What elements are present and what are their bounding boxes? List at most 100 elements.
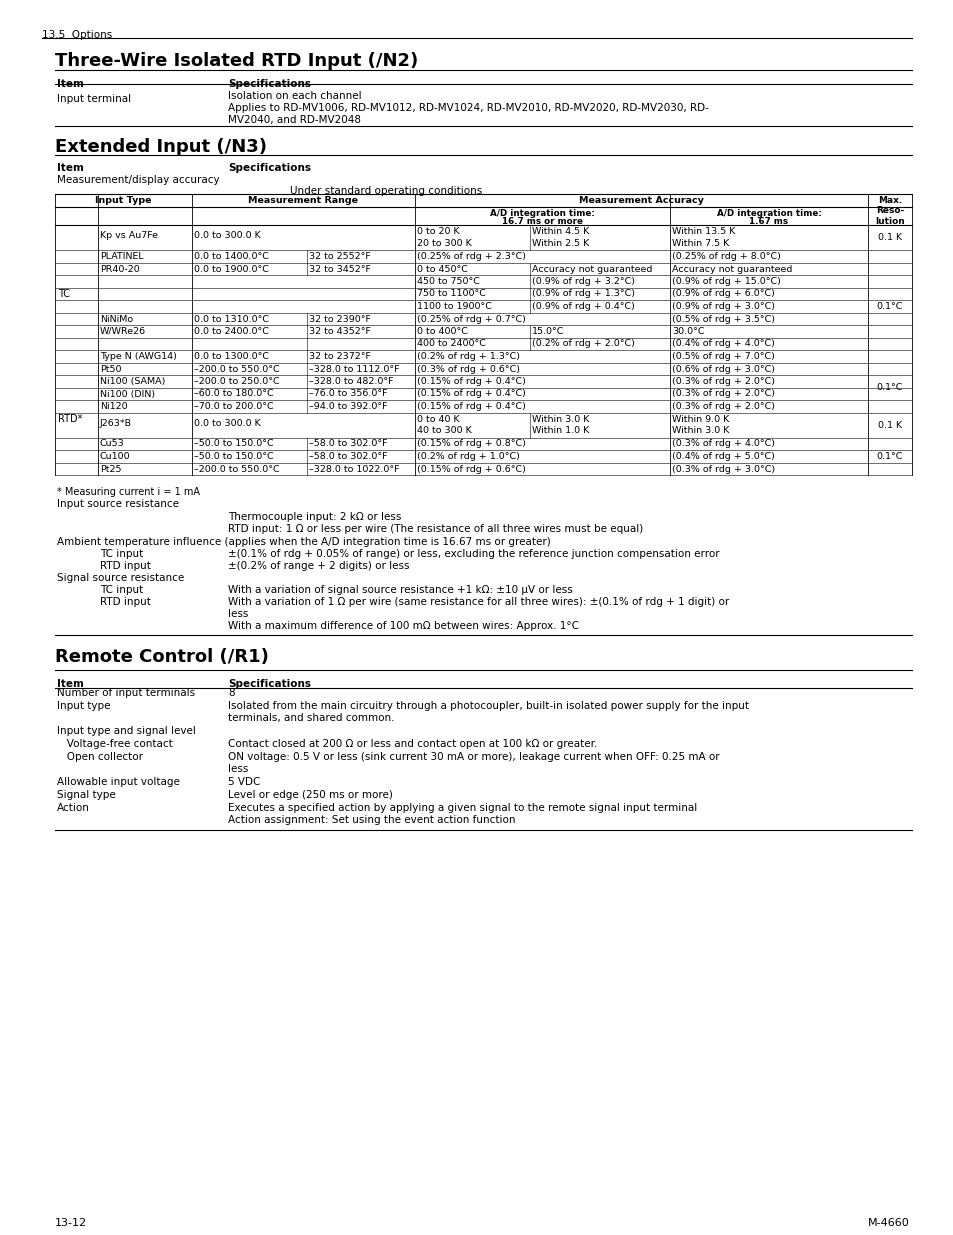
- Text: Contact closed at 200 Ω or less and contact open at 100 kΩ or greater.: Contact closed at 200 Ω or less and cont…: [228, 739, 597, 748]
- Text: (0.3% of rdg + 0.6°C): (0.3% of rdg + 0.6°C): [416, 364, 519, 373]
- Text: (0.15% of rdg + 0.6°C): (0.15% of rdg + 0.6°C): [416, 464, 525, 473]
- Text: Within 3.0 K: Within 3.0 K: [671, 426, 729, 435]
- Text: (0.25% of rdg + 2.3°C): (0.25% of rdg + 2.3°C): [416, 252, 525, 261]
- Text: Item: Item: [57, 163, 84, 173]
- Text: –58.0 to 302.0°F: –58.0 to 302.0°F: [309, 452, 387, 461]
- Text: (0.3% of rdg + 2.0°C): (0.3% of rdg + 2.0°C): [671, 377, 774, 387]
- Text: 0.0 to 1300.0°C: 0.0 to 1300.0°C: [193, 352, 269, 361]
- Text: Isolated from the main circuitry through a photocoupler, built-in isolated power: Isolated from the main circuitry through…: [228, 701, 748, 711]
- Text: –70.0 to 200.0°C: –70.0 to 200.0°C: [193, 403, 274, 411]
- Text: –50.0 to 150.0°C: –50.0 to 150.0°C: [193, 452, 274, 461]
- Text: 0.0 to 2400.0°C: 0.0 to 2400.0°C: [193, 327, 269, 336]
- Text: (0.3% of rdg + 2.0°C): (0.3% of rdg + 2.0°C): [671, 389, 774, 399]
- Text: less: less: [228, 764, 248, 774]
- Text: Remote Control (/R1): Remote Control (/R1): [55, 648, 269, 666]
- Text: 450 to 750°C: 450 to 750°C: [416, 277, 479, 287]
- Text: 0.0 to 300.0 K: 0.0 to 300.0 K: [193, 231, 260, 240]
- Text: (0.5% of rdg + 7.0°C): (0.5% of rdg + 7.0°C): [671, 352, 774, 361]
- Text: Isolation on each channel: Isolation on each channel: [228, 91, 361, 101]
- Text: Level or edge (250 ms or more): Level or edge (250 ms or more): [228, 790, 393, 800]
- Text: Thermocouple input: 2 kΩ or less: Thermocouple input: 2 kΩ or less: [228, 513, 401, 522]
- Text: Accuracy not guaranteed: Accuracy not guaranteed: [532, 264, 652, 273]
- Text: Measurement Accuracy: Measurement Accuracy: [578, 196, 702, 205]
- Text: Within 9.0 K: Within 9.0 K: [671, 415, 728, 424]
- Text: Voltage-free contact: Voltage-free contact: [57, 739, 172, 748]
- Text: 0.0 to 1310.0°C: 0.0 to 1310.0°C: [193, 315, 269, 324]
- Text: Pt50: Pt50: [100, 364, 121, 373]
- Text: –94.0 to 392.0°F: –94.0 to 392.0°F: [309, 403, 387, 411]
- Text: Within 13.5 K: Within 13.5 K: [671, 227, 735, 236]
- Text: 0 to 450°C: 0 to 450°C: [416, 264, 467, 273]
- Text: (0.2% of rdg + 1.3°C): (0.2% of rdg + 1.3°C): [416, 352, 519, 361]
- Text: 30.0°C: 30.0°C: [671, 327, 703, 336]
- Text: 0.1°C: 0.1°C: [876, 301, 902, 311]
- Text: 0.0 to 1900.0°C: 0.0 to 1900.0°C: [193, 264, 269, 273]
- Text: Within 2.5 K: Within 2.5 K: [532, 238, 589, 247]
- Text: 400 to 2400°C: 400 to 2400°C: [416, 340, 485, 348]
- Text: Three-Wire Isolated RTD Input (/N2): Three-Wire Isolated RTD Input (/N2): [55, 52, 417, 70]
- Text: (0.15% of rdg + 0.4°C): (0.15% of rdg + 0.4°C): [416, 377, 525, 387]
- Text: 32 to 2372°F: 32 to 2372°F: [309, 352, 371, 361]
- Text: (0.15% of rdg + 0.4°C): (0.15% of rdg + 0.4°C): [416, 403, 525, 411]
- Text: Type N (AWG14): Type N (AWG14): [100, 352, 176, 361]
- Text: Action assignment: Set using the event action function: Action assignment: Set using the event a…: [228, 815, 515, 825]
- Text: –58.0 to 302.0°F: –58.0 to 302.0°F: [309, 440, 387, 448]
- Text: 0 to 400°C: 0 to 400°C: [416, 327, 467, 336]
- Text: 32 to 2552°F: 32 to 2552°F: [309, 252, 371, 261]
- Text: ±(0.1% of rdg + 0.05% of range) or less, excluding the reference junction compen: ±(0.1% of rdg + 0.05% of range) or less,…: [228, 550, 719, 559]
- Text: 13.5  Options: 13.5 Options: [42, 30, 112, 40]
- Text: (0.9% of rdg + 0.4°C): (0.9% of rdg + 0.4°C): [532, 303, 634, 311]
- Text: RTD input: RTD input: [100, 561, 151, 571]
- Text: 32 to 3452°F: 32 to 3452°F: [309, 264, 371, 273]
- Text: PR40-20: PR40-20: [100, 264, 139, 273]
- Text: Allowable input voltage: Allowable input voltage: [57, 777, 180, 787]
- Text: Cu100: Cu100: [100, 452, 131, 461]
- Text: Item: Item: [57, 79, 84, 89]
- Text: A/D integration time:: A/D integration time:: [716, 209, 821, 219]
- Text: Measurement/display accuracy: Measurement/display accuracy: [57, 175, 219, 185]
- Text: 1100 to 1900°C: 1100 to 1900°C: [416, 303, 492, 311]
- Text: –200.0 to 550.0°C: –200.0 to 550.0°C: [193, 364, 279, 373]
- Text: Input type: Input type: [57, 701, 111, 711]
- Text: –328.0 to 1112.0°F: –328.0 to 1112.0°F: [309, 364, 399, 373]
- Text: 0.1 K: 0.1 K: [877, 233, 902, 242]
- Text: ON voltage: 0.5 V or less (sink current 30 mA or more), leakage current when OFF: ON voltage: 0.5 V or less (sink current …: [228, 752, 719, 762]
- Text: Pt25: Pt25: [100, 464, 121, 473]
- Text: (0.9% of rdg + 3.2°C): (0.9% of rdg + 3.2°C): [532, 277, 635, 287]
- Text: (0.3% of rdg + 4.0°C): (0.3% of rdg + 4.0°C): [671, 440, 774, 448]
- Text: 13-12: 13-12: [55, 1218, 87, 1228]
- Text: TC input: TC input: [100, 585, 143, 595]
- Text: * Measuring current i = 1 mA: * Measuring current i = 1 mA: [57, 487, 200, 496]
- Text: –328.0 to 482.0°F: –328.0 to 482.0°F: [309, 377, 393, 387]
- Text: (0.15% of rdg + 0.8°C): (0.15% of rdg + 0.8°C): [416, 440, 525, 448]
- Text: J263*B: J263*B: [100, 419, 132, 427]
- Text: Applies to RD-MV1006, RD-MV1012, RD-MV1024, RD-MV2010, RD-MV2020, RD-MV2030, RD-: Applies to RD-MV1006, RD-MV1012, RD-MV10…: [228, 103, 708, 112]
- Text: terminals, and shared common.: terminals, and shared common.: [228, 713, 395, 722]
- Text: Signal source resistance: Signal source resistance: [57, 573, 184, 583]
- Text: Kp vs Au7Fe: Kp vs Au7Fe: [100, 231, 158, 240]
- Text: RTD input: 1 Ω or less per wire (The resistance of all three wires must be equal: RTD input: 1 Ω or less per wire (The res…: [228, 524, 642, 534]
- Text: (0.9% of rdg + 15.0°C): (0.9% of rdg + 15.0°C): [671, 277, 781, 287]
- Text: 0.1°C: 0.1°C: [876, 383, 902, 391]
- Text: M-4660: M-4660: [867, 1218, 909, 1228]
- Text: 0.1°C: 0.1°C: [876, 452, 902, 461]
- Text: 40 to 300 K: 40 to 300 K: [416, 426, 471, 435]
- Text: Ni120: Ni120: [100, 403, 128, 411]
- Text: Ni100 (SAMA): Ni100 (SAMA): [100, 377, 165, 387]
- Text: 0.0 to 300.0 K: 0.0 to 300.0 K: [193, 419, 260, 427]
- Text: Within 1.0 K: Within 1.0 K: [532, 426, 589, 435]
- Text: (0.3% of rdg + 2.0°C): (0.3% of rdg + 2.0°C): [671, 403, 774, 411]
- Text: RTD input: RTD input: [100, 597, 151, 606]
- Text: (0.2% of rdg + 2.0°C): (0.2% of rdg + 2.0°C): [532, 340, 634, 348]
- Text: Max.
Reso-
lution: Max. Reso- lution: [874, 196, 904, 226]
- Text: (0.9% of rdg + 1.3°C): (0.9% of rdg + 1.3°C): [532, 289, 635, 299]
- Text: –60.0 to 180.0°C: –60.0 to 180.0°C: [193, 389, 274, 399]
- Text: less: less: [228, 609, 248, 619]
- Text: Specifications: Specifications: [228, 679, 311, 689]
- Text: (0.25% of rdg + 0.7°C): (0.25% of rdg + 0.7°C): [416, 315, 525, 324]
- Text: Specifications: Specifications: [228, 79, 311, 89]
- Text: (0.9% of rdg + 6.0°C): (0.9% of rdg + 6.0°C): [671, 289, 774, 299]
- Text: Cu53: Cu53: [100, 440, 125, 448]
- Text: –50.0 to 150.0°C: –50.0 to 150.0°C: [193, 440, 274, 448]
- Text: MV2040, and RD-MV2048: MV2040, and RD-MV2048: [228, 115, 360, 125]
